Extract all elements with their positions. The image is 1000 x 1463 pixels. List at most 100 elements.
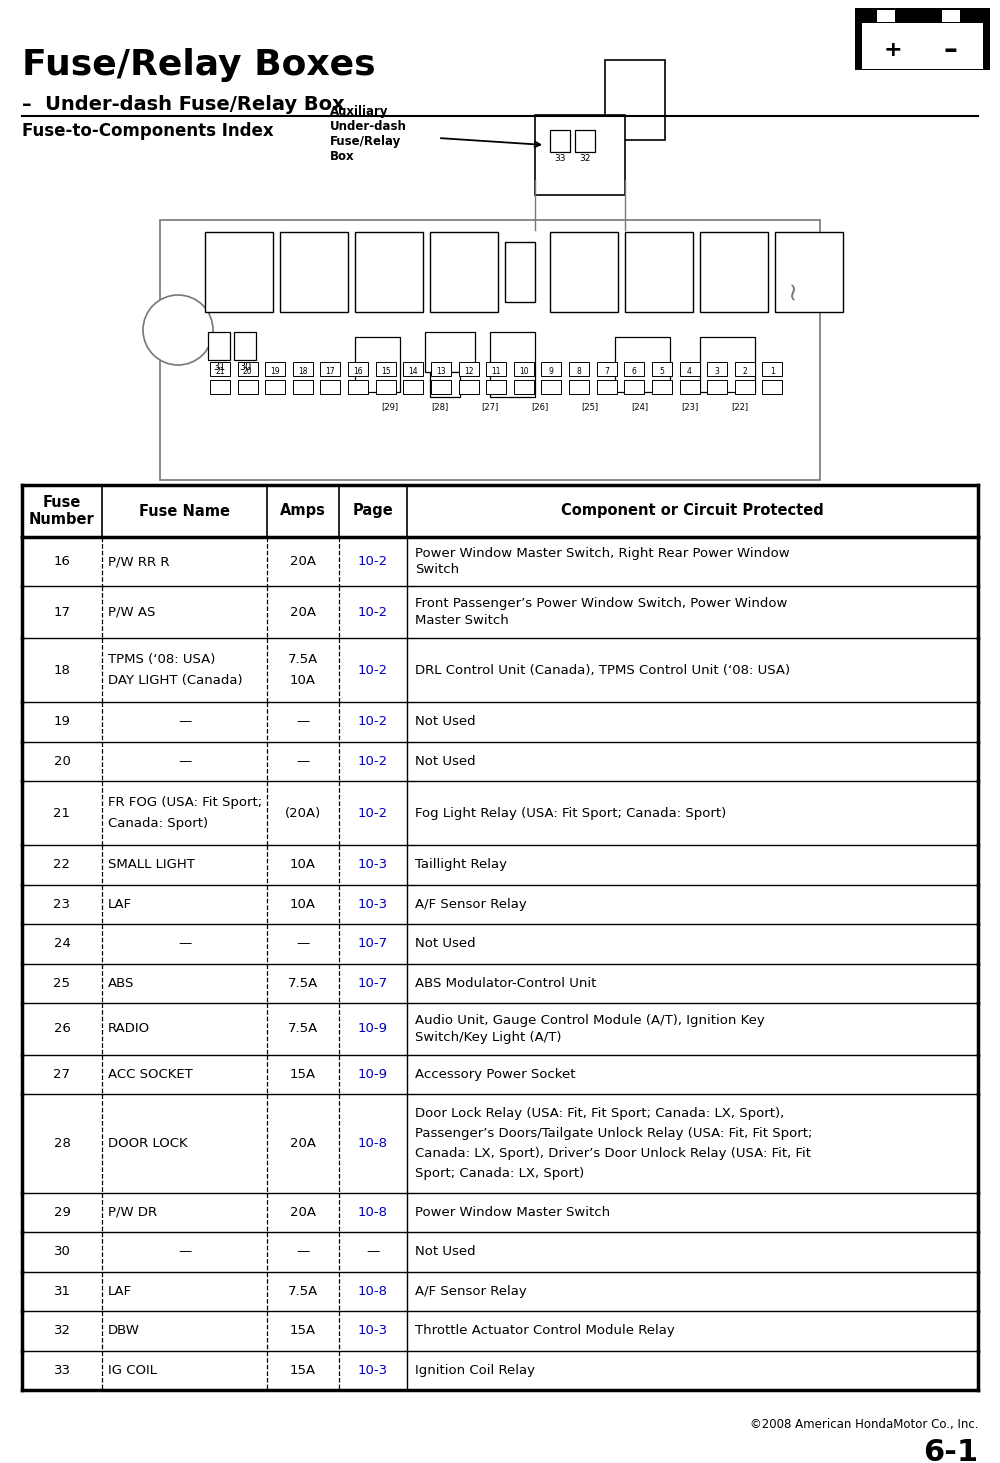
Bar	[320, 361, 340, 376]
Bar	[210, 380, 230, 394]
Bar	[942, 10, 960, 22]
Text: Not Used: Not Used	[415, 938, 476, 951]
Text: 15A: 15A	[290, 1364, 316, 1377]
Bar	[355, 336, 400, 392]
Bar	[762, 380, 782, 394]
Bar	[238, 380, 258, 394]
Bar	[234, 332, 256, 360]
Text: DRL Control Unit (Canada), TPMS Control Unit (‘08: USA): DRL Control Unit (Canada), TPMS Control …	[415, 664, 790, 676]
Text: 30: 30	[54, 1245, 70, 1258]
Bar	[280, 233, 348, 312]
Bar	[680, 361, 700, 376]
Text: Not Used: Not Used	[415, 1245, 476, 1258]
Text: DOOR LOCK: DOOR LOCK	[108, 1137, 188, 1150]
Bar	[652, 361, 672, 376]
Text: 6: 6	[632, 367, 637, 376]
Bar	[459, 361, 479, 376]
Text: 10: 10	[519, 367, 529, 376]
Text: Audio Unit, Gauge Control Module (A/T), Ignition Key: Audio Unit, Gauge Control Module (A/T), …	[415, 1014, 765, 1027]
Text: 10-2: 10-2	[358, 554, 388, 568]
Text: —: —	[296, 1245, 310, 1258]
Text: 10-3: 10-3	[358, 898, 388, 911]
Text: Throttle Actuator Control Module Relay: Throttle Actuator Control Module Relay	[415, 1324, 675, 1337]
Text: 7.5A: 7.5A	[288, 1285, 318, 1298]
Text: 10-2: 10-2	[358, 606, 388, 619]
Bar	[238, 361, 258, 376]
Text: 23: 23	[54, 898, 70, 911]
Text: 31: 31	[54, 1285, 70, 1298]
Text: Power Window Master Switch, Right Rear Power Window: Power Window Master Switch, Right Rear P…	[415, 547, 790, 560]
Text: Switch: Switch	[415, 563, 459, 576]
Text: Taillight Relay: Taillight Relay	[415, 859, 507, 872]
Bar	[348, 380, 368, 394]
Text: 5: 5	[659, 367, 664, 376]
Bar	[575, 130, 595, 152]
Text: 1: 1	[770, 367, 775, 376]
Text: Canada: LX, Sport), Driver’s Door Unlock Relay (USA: Fit, Fit: Canada: LX, Sport), Driver’s Door Unlock…	[415, 1147, 811, 1160]
Text: 10A: 10A	[290, 674, 316, 688]
Text: ABS: ABS	[108, 977, 134, 990]
Text: 20A: 20A	[290, 1206, 316, 1219]
Text: 13: 13	[436, 367, 446, 376]
Text: 14: 14	[409, 367, 418, 376]
Text: 7.5A: 7.5A	[288, 977, 318, 990]
Text: 10-2: 10-2	[358, 715, 388, 729]
Text: 16: 16	[353, 367, 363, 376]
Bar	[205, 233, 273, 312]
Text: DBW: DBW	[108, 1324, 140, 1337]
Text: Amps: Amps	[280, 503, 326, 518]
Text: Ignition Coil Relay: Ignition Coil Relay	[415, 1364, 535, 1377]
Text: Not Used: Not Used	[415, 715, 476, 729]
Text: 24: 24	[54, 938, 70, 951]
Text: 31: 31	[213, 361, 225, 372]
Text: RADIO: RADIO	[108, 1023, 150, 1036]
Text: Canada: Sport): Canada: Sport)	[108, 818, 208, 831]
Bar	[625, 233, 693, 312]
Bar	[597, 380, 617, 394]
Text: 10-7: 10-7	[358, 977, 388, 990]
Text: 20A: 20A	[290, 1137, 316, 1150]
Bar	[355, 233, 423, 312]
Bar	[855, 7, 990, 70]
Text: 32: 32	[579, 154, 591, 162]
Text: 10-7: 10-7	[358, 938, 388, 951]
Text: 9: 9	[549, 367, 554, 376]
Text: 18: 18	[54, 664, 70, 676]
Text: 26: 26	[54, 1023, 70, 1036]
Text: 10-8: 10-8	[358, 1137, 388, 1150]
Bar	[514, 380, 534, 394]
Text: 21: 21	[54, 806, 70, 819]
Bar	[875, 7, 897, 22]
Text: Fuse
Number: Fuse Number	[29, 494, 95, 527]
Bar	[550, 233, 618, 312]
Text: 19: 19	[54, 715, 70, 729]
Bar	[541, 380, 561, 394]
Text: 19: 19	[270, 367, 280, 376]
Text: 27: 27	[54, 1068, 70, 1081]
Text: –  Under-dash Fuse/Relay Box: – Under-dash Fuse/Relay Box	[22, 95, 345, 114]
Text: 10A: 10A	[290, 898, 316, 911]
Text: Switch/Key Light (A/T): Switch/Key Light (A/T)	[415, 1031, 562, 1045]
Text: 4: 4	[687, 367, 692, 376]
Text: ACC SOCKET: ACC SOCKET	[108, 1068, 193, 1081]
Bar	[569, 380, 589, 394]
Text: A/F Sensor Relay: A/F Sensor Relay	[415, 898, 527, 911]
Text: —: —	[296, 715, 310, 729]
Text: Fuse/Relay Boxes: Fuse/Relay Boxes	[22, 48, 376, 82]
Text: 29: 29	[54, 1206, 70, 1219]
Bar	[265, 380, 285, 394]
Bar	[775, 233, 843, 312]
Text: —: —	[296, 938, 310, 951]
Text: Fog Light Relay (USA: Fit Sport; Canada: Sport): Fog Light Relay (USA: Fit Sport; Canada:…	[415, 806, 726, 819]
Text: 15A: 15A	[290, 1068, 316, 1081]
Text: 25: 25	[54, 977, 70, 990]
Text: 20: 20	[54, 755, 70, 768]
Text: 10-8: 10-8	[358, 1206, 388, 1219]
Text: —: —	[178, 715, 191, 729]
Text: Passenger’s Doors/Tailgate Unlock Relay (USA: Fit, Fit Sport;: Passenger’s Doors/Tailgate Unlock Relay …	[415, 1127, 812, 1140]
Bar	[320, 380, 340, 394]
Bar	[486, 380, 506, 394]
Bar	[431, 380, 451, 394]
Text: 11: 11	[491, 367, 501, 376]
Text: 20A: 20A	[290, 554, 316, 568]
